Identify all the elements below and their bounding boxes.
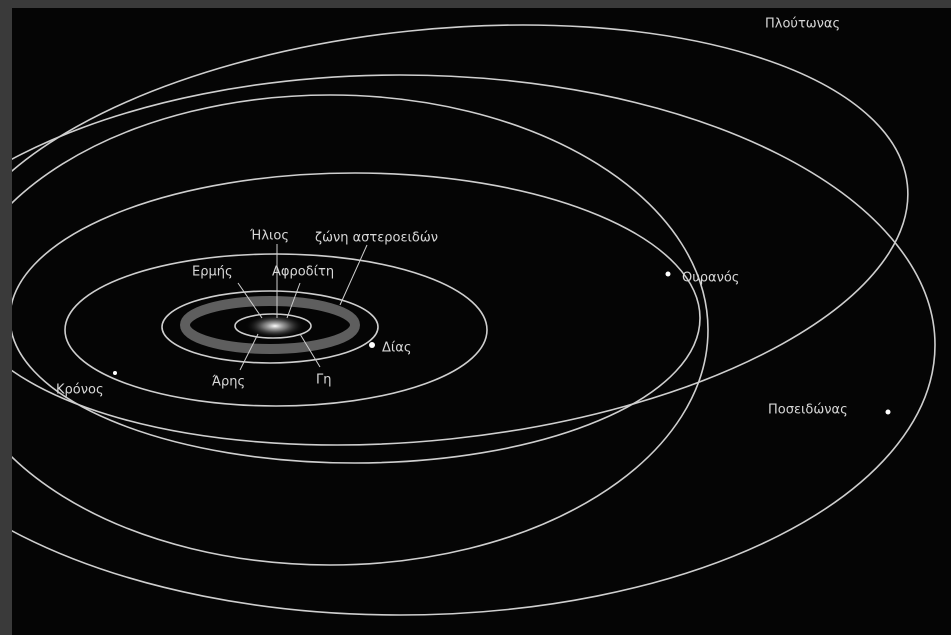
label-asteroid-belt: ζώνη αστεροειδών (315, 231, 438, 246)
label-saturn: Κρόνος (56, 383, 104, 398)
mars-orbit (161, 290, 379, 364)
saturn-orbit (12, 172, 701, 464)
label-mercury: Ερμής (192, 265, 233, 280)
label-neptune: Ποσειδώνας (768, 403, 848, 418)
label-uranus: Ουρανός (682, 271, 739, 286)
jupiter (369, 342, 375, 348)
pointer (237, 282, 263, 319)
label-mars: Άρης (212, 375, 245, 390)
pointer (239, 333, 259, 371)
saturn (113, 371, 117, 375)
label-venus: Αφροδίτη (272, 265, 334, 280)
label-jupiter: Δίας (382, 341, 412, 356)
pointer (339, 244, 368, 306)
label-sun: Ήλιος (249, 229, 289, 244)
pluto-orbit (12, 24, 909, 446)
jupiter-orbit (64, 253, 488, 407)
neptune-orbit (12, 74, 936, 616)
pointer-lines (237, 244, 368, 371)
neptune (885, 409, 891, 415)
label-pluto: Πλούτωνας (765, 17, 840, 32)
earth-orbit (234, 313, 312, 339)
background (12, 8, 951, 635)
asteroid-belt (180, 296, 360, 354)
uranus (665, 271, 671, 277)
sun (245, 314, 305, 338)
pointer (299, 333, 321, 368)
label-earth: Γη (316, 373, 331, 388)
orbits (12, 24, 936, 616)
uranus-orbit (12, 94, 709, 566)
pointer (286, 282, 301, 319)
